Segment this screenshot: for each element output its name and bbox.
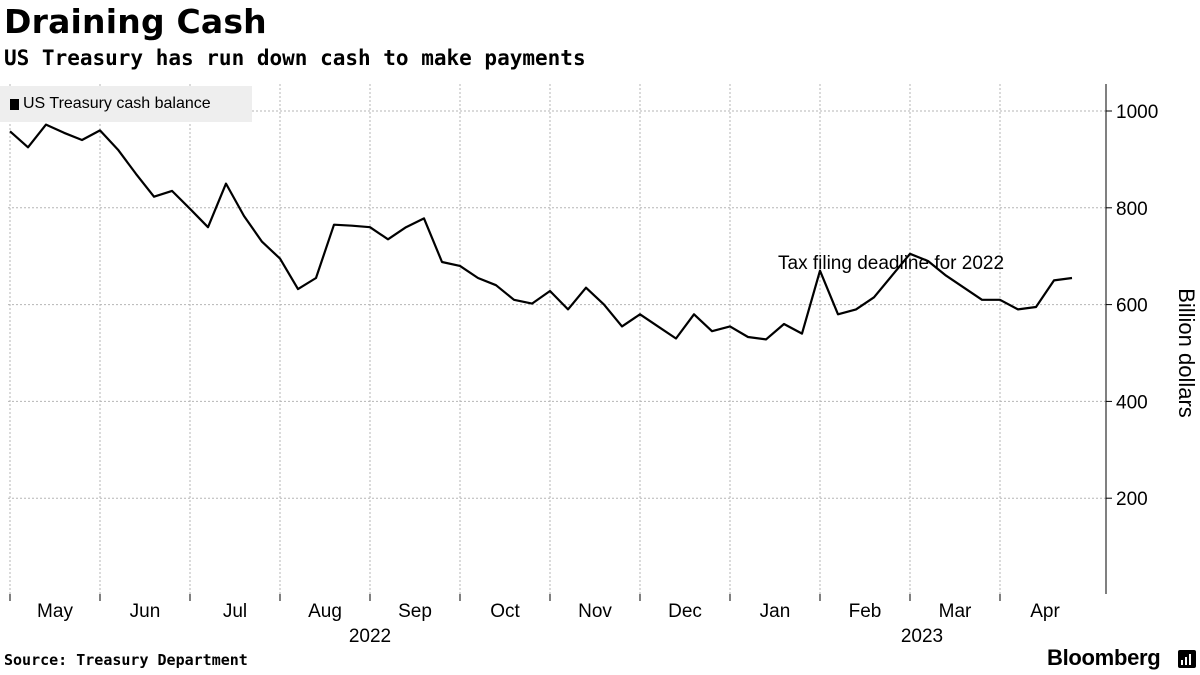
x-tick-label-month: Dec [668,601,702,622]
y-axis-label: Billion dollars [1174,288,1199,418]
x-tick-label-month: Jun [130,601,161,622]
source-note: Source: Treasury Department [4,651,248,669]
x-tick-label-year: 2023 [901,626,943,647]
x-tick-label-month: Jan [760,601,791,622]
x-tick-label-month: Apr [1030,601,1060,622]
x-tick-label-month: Oct [490,601,520,622]
chart-title: Draining Cash [4,2,267,41]
y-tick-label: 800 [1116,199,1148,220]
x-tick-label-month: Sep [398,601,432,622]
y-tick-label: 600 [1116,296,1148,317]
x-tick-label-month: Mar [939,601,972,622]
x-tick-label-month: Nov [578,601,612,622]
bloomberg-chart-icon [1178,650,1196,668]
x-tick-label-month: May [37,601,73,622]
chart-subtitle: US Treasury has run down cash to make pa… [4,46,586,70]
x-tick-label-month: Feb [849,601,882,622]
x-tick-label-year: 2022 [349,626,391,647]
bloomberg-logo: Bloomberg [1047,645,1161,670]
y-tick-label: 1000 [1116,102,1158,123]
x-tick-label-month: Aug [308,601,342,622]
series-line-treasury-cash [9,123,1073,341]
annotation-tax-deadline: Tax filing deadline for 2022 [778,253,1004,274]
legend-swatch [10,98,19,110]
y-tick-label: 400 [1116,392,1148,413]
legend: US Treasury cash balance [0,86,252,122]
y-tick-label: 200 [1116,489,1148,510]
x-tick-label-month: Jul [223,601,247,622]
legend-label: US Treasury cash balance [23,95,211,112]
